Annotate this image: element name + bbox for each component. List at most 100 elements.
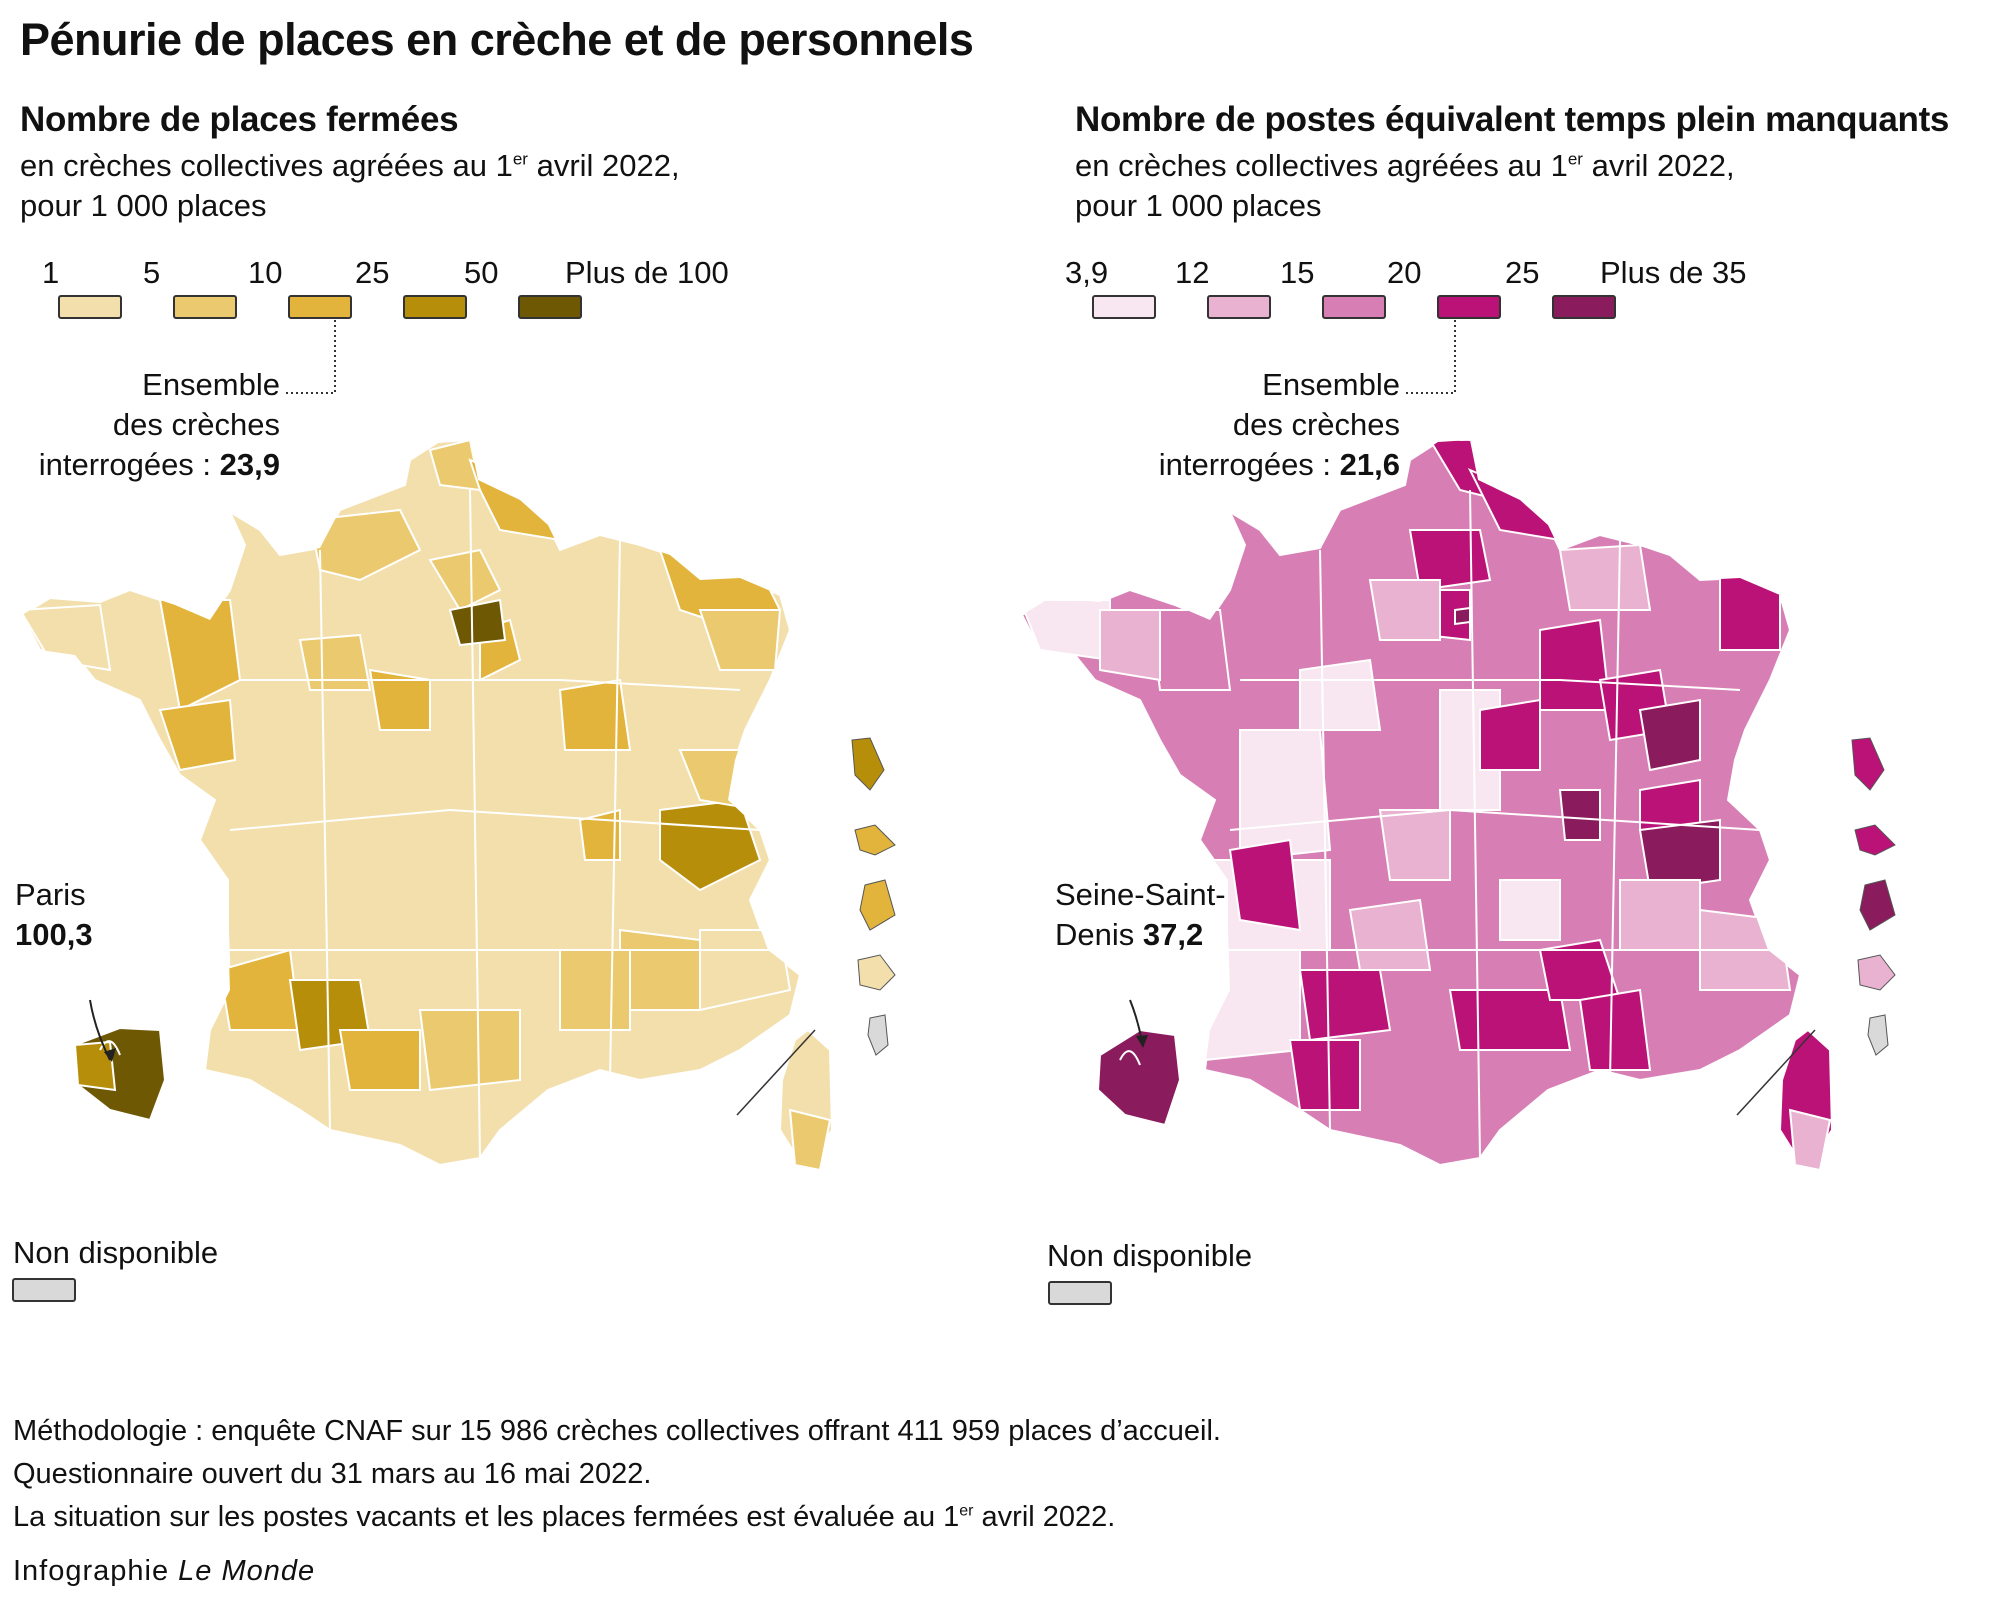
border-line [319,549,331,1131]
callout-seine-saint-denis: Seine-Saint- Denis 37,2 [1055,877,1226,952]
legend-swatch [1437,295,1501,319]
legend-label: 15 [1280,255,1315,290]
border-line [1469,489,1481,1159]
overall-note: Ensemble des crèches interrogées : 23,9 [38,367,280,482]
overseas-martinique [854,824,896,856]
region-finistere [1022,599,1111,662]
border-line [229,808,761,831]
overseas-reunion [1857,954,1896,991]
border-line [240,679,741,691]
corsica-separator [736,1029,816,1116]
border-line [1609,539,1621,1081]
region-finistere [22,603,112,672]
overseas-martinique [1854,824,1896,856]
callout-arrowhead [104,1048,116,1062]
border-line [1229,808,1761,831]
legend-label: 1 [42,255,60,290]
region-paris-area [448,598,507,647]
overseas-mayotte [1867,1014,1889,1056]
overall-leader-line [1405,320,1456,394]
region-correze [1378,809,1451,881]
region-pyrenees [1288,1039,1361,1111]
france-map-closed-places [20,438,896,1172]
panel-heading: Nombre de places fermées [20,100,459,139]
overseas-guyane [1859,879,1896,931]
region-bouches-du-rhone [1578,988,1652,1071]
region-landes [1204,949,1301,1062]
france-map-missing-staff [1020,438,1896,1172]
corsica-south [1788,1108,1832,1172]
overall-value: 23,9 [219,447,280,482]
region-aube [1539,618,1612,711]
paris-inset-west [73,1040,117,1092]
legend-swatch [518,295,582,319]
overall-value: 21,6 [1339,447,1400,482]
border-line [469,489,481,1159]
region-oise [428,548,502,612]
footer-note: La situation sur les postes vacants et l… [13,1501,1116,1533]
legend-swatch [1092,295,1156,319]
na-label: Non disponible [1047,1238,1253,1273]
region-sarthe [298,633,372,691]
overseas-guadeloupe [851,737,885,791]
region-rhone [1558,789,1601,841]
region-rhone [578,808,621,861]
footer-period: Questionnaire ouvert du 31 mars au 16 ma… [13,1458,652,1490]
region-isere [1638,818,1721,892]
region-marne [1558,543,1652,611]
overall-leader-line [285,320,336,394]
region-loiret [368,668,431,731]
ssd-inset-ring [1119,1050,1141,1066]
region-paris-area [1454,606,1471,626]
credit: Infographie Le Monde [13,1555,316,1587]
overseas-reunion [857,954,896,991]
corsica-south [788,1108,832,1172]
region-lot [1348,898,1432,971]
panel-subtitle: en crèches collectives agréées au 1er av… [1075,148,1735,223]
region-sarthe [1299,658,1382,731]
region-var [619,928,701,1011]
region-aude [418,1009,521,1092]
region-lozere [1499,879,1561,941]
region-haute-garonne [338,1029,421,1091]
region-bouches-du-rhone [559,949,631,1031]
panel-missing-staff: Nombre de postes équivalent temps plein … [1020,100,2000,1330]
na-label: Non disponible [13,1235,219,1270]
legend-label: 25 [355,255,390,290]
region-seine-maritime [308,508,422,582]
corsica-separator [1736,1029,1816,1116]
region-gers [1298,969,1392,1042]
legend-label: 5 [143,255,161,290]
callout-arrowhead [1136,1035,1148,1048]
panel-heading: Nombre de postes équivalent temps plein … [1075,100,1950,139]
overseas-guadeloupe [1851,737,1885,791]
legend-label: Plus de 100 [565,255,729,290]
border-line [1240,679,1741,691]
legend-label: 20 [1387,255,1422,290]
legend-swatch [1207,295,1271,319]
region-nievre [1479,698,1541,771]
region-gironde [1228,838,1302,932]
region-doubs [1638,698,1701,772]
footer-methodology: Méthodologie : enquête CNAF sur 15 986 c… [13,1415,1221,1447]
legend-swatch [403,295,467,319]
region-drome [1619,879,1701,951]
legend-label: 25 [1505,255,1540,290]
legend-swatch [58,295,122,319]
na-swatch [1048,1281,1112,1305]
legend-label: Plus de 35 [1600,255,1747,290]
region-loire-atlantique [158,698,237,772]
region-eure [1368,579,1441,641]
panel-closed-places: Nombre de places fermées en crèches coll… [0,100,980,1330]
callout-paris: Paris 100,3 [15,877,93,952]
legend-swatch [288,295,352,319]
overall-note: Ensemble des crèches interrogées : 21,6 [1158,367,1400,482]
legend-swatch [173,295,237,319]
page-title: Pénurie de places en crèche et de person… [20,14,974,65]
callout-value: 37,2 [1142,917,1204,952]
overseas-guyane [859,879,896,931]
region-yonne [558,678,632,751]
border-line [1319,549,1331,1131]
panel-subtitle: en crèches collectives agréées au 1er av… [20,148,680,223]
ssd-inset [1096,1028,1182,1127]
